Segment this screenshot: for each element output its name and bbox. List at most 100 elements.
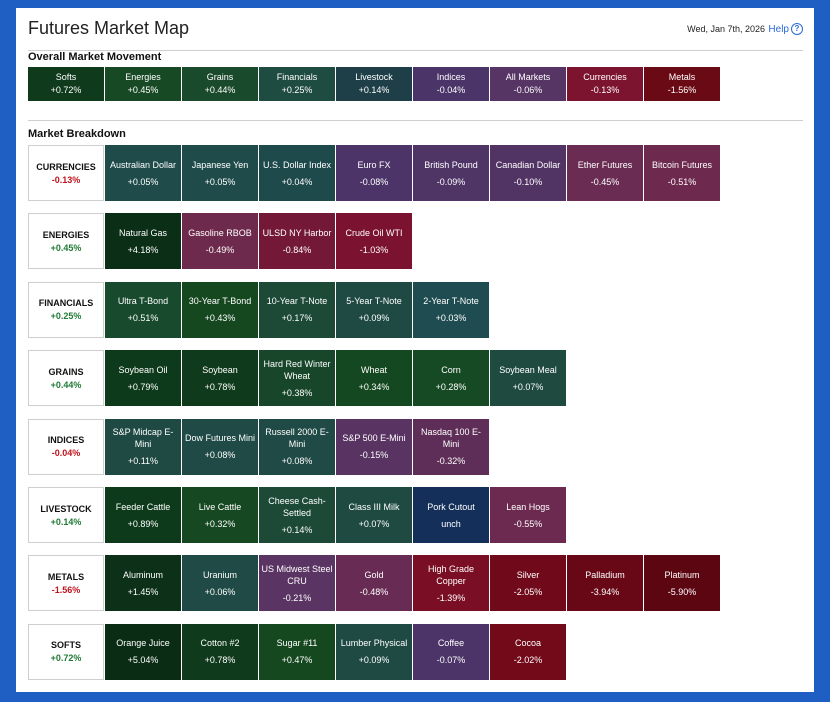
- market-tile-s-p-midcap-e-mini[interactable]: S&P Midcap E-Mini +0.11%: [105, 418, 181, 475]
- sector-header-grains[interactable]: GRAINS +0.44%: [28, 350, 104, 407]
- market-tile-class-iii-milk[interactable]: Class III Milk +0.07%: [336, 487, 412, 543]
- overall-tile-value: +0.45%: [127, 85, 159, 95]
- market-tile-value: -1.03%: [359, 244, 389, 255]
- overall-tile-name: Grains: [206, 72, 234, 82]
- market-tile-gasoline-rbob[interactable]: Gasoline RBOB -0.49%: [182, 213, 258, 270]
- market-tile-value: -2.02%: [513, 655, 543, 666]
- market-tile-orange-juice[interactable]: Orange Juice +5.04%: [105, 623, 181, 680]
- market-tile-value: +0.78%: [204, 381, 236, 392]
- market-tile-pork-cutout[interactable]: Pork Cutout unch: [413, 487, 489, 543]
- market-tile-canadian-dollar[interactable]: Canadian Dollar -0.10%: [490, 145, 566, 201]
- market-tile-value: +0.04%: [281, 176, 313, 187]
- market-tile-name: Gasoline RBOB: [188, 227, 252, 238]
- market-tile-name: Russell 2000 E-Mini: [265, 427, 329, 450]
- overall-tile-grains[interactable]: Grains +0.44%: [182, 67, 258, 101]
- market-tile-name: Palladium: [585, 569, 625, 580]
- market-tile-name: Aluminum: [122, 569, 163, 580]
- market-tile-crude-oil-wti[interactable]: Crude Oil WTI -1.03%: [336, 213, 412, 270]
- sector-header-softs[interactable]: SOFTS +0.72%: [28, 623, 104, 680]
- market-tile-soybean-meal[interactable]: Soybean Meal +0.07%: [490, 350, 566, 407]
- overall-tile-name: Indices: [436, 72, 466, 82]
- market-tile-name: Natural Gas: [118, 227, 168, 238]
- market-tile-high-grade-copper[interactable]: High Grade Copper -1.39%: [413, 555, 489, 612]
- market-tile-live-cattle[interactable]: Live Cattle +0.32%: [182, 487, 258, 543]
- sector-name: LIVESTOCK: [40, 503, 92, 514]
- sector-name: INDICES: [47, 435, 85, 446]
- market-tile-uranium[interactable]: Uranium +0.06%: [182, 555, 258, 612]
- sector-header-indices[interactable]: INDICES -0.04%: [28, 418, 104, 475]
- overall-tile-financials[interactable]: Financials +0.25%: [259, 67, 335, 101]
- market-tile-british-pound[interactable]: British Pound -0.09%: [413, 145, 489, 201]
- market-tile-gold[interactable]: Gold -0.48%: [336, 555, 412, 612]
- sector-header-currencies[interactable]: CURRENCIES -0.13%: [28, 145, 104, 201]
- market-tile-sugar-11[interactable]: Sugar #11 +0.47%: [259, 623, 335, 680]
- market-tile-wheat[interactable]: Wheat +0.34%: [336, 350, 412, 407]
- sector-header-financials[interactable]: FINANCIALS +0.25%: [28, 281, 104, 338]
- overall-tile-currencies[interactable]: Currencies -0.13%: [567, 67, 643, 101]
- market-tile-30-year-t-bond[interactable]: 30-Year T-Bond +0.43%: [182, 281, 258, 338]
- overall-tile-softs[interactable]: Softs +0.72%: [28, 67, 104, 101]
- market-tile-ulsd-ny-harbor[interactable]: ULSD NY Harbor -0.84%: [259, 213, 335, 270]
- market-tile-euro-fx[interactable]: Euro FX -0.08%: [336, 145, 412, 201]
- help-link[interactable]: Help ?: [768, 23, 803, 35]
- market-tile-10-year-t-note[interactable]: 10-Year T-Note +0.17%: [259, 281, 335, 338]
- market-tile-name: Canadian Dollar: [495, 159, 561, 170]
- market-tile-palladium[interactable]: Palladium -3.94%: [567, 555, 643, 612]
- market-tile-2-year-t-note[interactable]: 2-Year T-Note +0.03%: [413, 281, 489, 338]
- market-tile-japanese-yen[interactable]: Japanese Yen +0.05%: [182, 145, 258, 201]
- market-tile-dow-futures-mini[interactable]: Dow Futures Mini +0.08%: [182, 418, 258, 475]
- sector-name: GRAINS: [48, 366, 84, 377]
- breakdown-row-livestock: LIVESTOCK +0.14% Feeder Cattle +0.89% Live C…: [28, 487, 566, 543]
- market-tile-u-s-dollar-index[interactable]: U.S. Dollar Index +0.04%: [259, 145, 335, 201]
- overall-tile-value: -0.04%: [436, 85, 466, 95]
- market-tile-aluminum[interactable]: Aluminum +1.45%: [105, 555, 181, 612]
- sector-header-energies[interactable]: ENERGIES +0.45%: [28, 213, 104, 270]
- market-tile-hard-red-winter-wheat[interactable]: Hard Red Winter Wheat +0.38%: [259, 350, 335, 407]
- market-tile-name: Silver: [516, 569, 540, 580]
- market-tile-5-year-t-note[interactable]: 5-Year T-Note +0.09%: [336, 281, 412, 338]
- market-tile-us-midwest-steel-cru[interactable]: US Midwest Steel CRU -0.21%: [259, 555, 335, 612]
- market-tile-name: 30-Year T-Bond: [188, 296, 252, 307]
- market-tile-value: -0.84%: [282, 244, 312, 255]
- market-tile-australian-dollar[interactable]: Australian Dollar +0.05%: [105, 145, 181, 201]
- market-tile-platinum[interactable]: Platinum -5.90%: [644, 555, 720, 612]
- market-tile-value: +0.51%: [127, 313, 159, 324]
- overall-tile-all-markets[interactable]: All Markets -0.06%: [490, 67, 566, 101]
- market-tile-cheese-cash-settled[interactable]: Cheese Cash-Settled +0.14%: [259, 487, 335, 543]
- market-tile-silver[interactable]: Silver -2.05%: [490, 555, 566, 612]
- market-tile-name: ULSD NY Harbor: [262, 227, 332, 238]
- sector-header-livestock[interactable]: LIVESTOCK +0.14%: [28, 487, 104, 543]
- market-tile-value: +0.09%: [358, 655, 390, 666]
- market-tile-nasdaq-100-e-mini[interactable]: Nasdaq 100 E-Mini -0.32%: [413, 418, 489, 475]
- market-tile-lean-hogs[interactable]: Lean Hogs -0.55%: [490, 487, 566, 543]
- overall-tile-livestock[interactable]: Livestock +0.14%: [336, 67, 412, 101]
- overall-tile-energies[interactable]: Energies +0.45%: [105, 67, 181, 101]
- market-tile-russell-2000-e-mini[interactable]: Russell 2000 E-Mini +0.08%: [259, 418, 335, 475]
- market-tile-cocoa[interactable]: Cocoa -2.02%: [490, 623, 566, 680]
- breakdown-row-grains: GRAINS +0.44% Soybean Oil +0.79% Soybean +0.7…: [28, 350, 566, 407]
- market-tile-natural-gas[interactable]: Natural Gas +4.18%: [105, 213, 181, 270]
- market-tile-cotton-2[interactable]: Cotton #2 +0.78%: [182, 623, 258, 680]
- overall-tile-name: Financials: [276, 72, 318, 82]
- market-tile-value: -2.05%: [513, 586, 543, 597]
- market-tile-name: 2-Year T-Note: [423, 296, 479, 307]
- overall-tile-value: -1.56%: [667, 85, 697, 95]
- market-tile-name: Lean Hogs: [506, 501, 550, 512]
- market-tile-value: +4.18%: [127, 244, 159, 255]
- market-tile-ether-futures[interactable]: Ether Futures -0.45%: [567, 145, 643, 201]
- market-tile-soybean-oil[interactable]: Soybean Oil +0.79%: [105, 350, 181, 407]
- market-tile-name: Corn: [441, 364, 461, 375]
- market-tile-feeder-cattle[interactable]: Feeder Cattle +0.89%: [105, 487, 181, 543]
- overall-tile-indices[interactable]: Indices -0.04%: [413, 67, 489, 101]
- market-tile-corn[interactable]: Corn +0.28%: [413, 350, 489, 407]
- market-tile-coffee[interactable]: Coffee -0.07%: [413, 623, 489, 680]
- market-tile-bitcoin-futures[interactable]: Bitcoin Futures -0.51%: [644, 145, 720, 201]
- market-tile-s-p-500-e-mini[interactable]: S&P 500 E-Mini -0.15%: [336, 418, 412, 475]
- overall-tile-metals[interactable]: Metals -1.56%: [644, 67, 720, 101]
- sector-header-metals[interactable]: METALS -1.56%: [28, 555, 104, 612]
- market-tile-ultra-t-bond[interactable]: Ultra T-Bond +0.51%: [105, 281, 181, 338]
- market-tile-soybean[interactable]: Soybean +0.78%: [182, 350, 258, 407]
- market-tile-lumber-physical[interactable]: Lumber Physical +0.09%: [336, 623, 412, 680]
- sector-change: +0.44%: [50, 379, 82, 390]
- breakdown-row-financials: FINANCIALS +0.25% Ultra T-Bond +0.51% 30-Yea…: [28, 281, 489, 338]
